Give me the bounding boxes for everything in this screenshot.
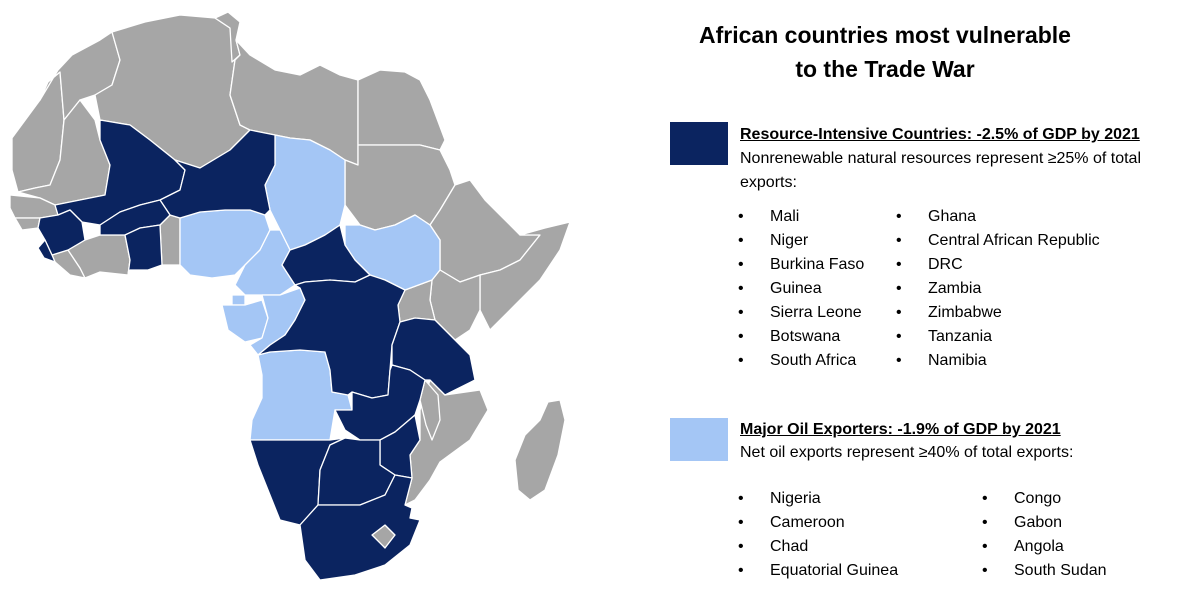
country-gabon [221,299,269,343]
list-item: Botswana [738,325,864,349]
list-item: Chad [738,535,898,559]
country-somalia [479,221,571,331]
list-item: DRC [896,253,1100,277]
list-item: Gabon [982,511,1107,535]
list-item: South Sudan [982,559,1107,583]
list-item: Burkina Faso [738,253,864,277]
country-list-oil-col1: NigeriaCameroonChadEquatorial Guinea [738,487,898,583]
list-item: South Africa [738,349,864,373]
list-item: Tanzania [896,325,1100,349]
legend-swatch-resource [670,122,728,165]
list-item: Nigeria [738,487,898,511]
country-niger [159,129,276,219]
title-line-2: to the Trade War [795,56,975,82]
country-list-resource-col1: MaliNigerBurkina FasoGuineaSierra LeoneB… [738,205,864,373]
country-egypt [357,69,446,151]
country-equatorial-guinea [231,294,246,306]
list-item: Niger [738,229,864,253]
list-item: Zambia [896,277,1100,301]
list-item: Cameroon [738,511,898,535]
country-sierra-leone [37,239,56,263]
title-line-1: African countries most vulnerable [699,22,1071,48]
list-item: Equatorial Guinea [738,559,898,583]
chart-title: African countries most vulnerable to the… [640,18,1130,86]
country-south-africa [299,474,421,581]
list-item: Namibia [896,349,1100,373]
country-list-oil-col2: CongoGabonAngolaSouth Sudan [982,487,1107,583]
list-item: Zimbabwe [896,301,1100,325]
legend-swatch-oil [670,418,728,461]
country-madagascar [514,399,566,501]
country-zambia [334,364,426,441]
legend-description-oil: Net oil exports represent ≥40% of total … [740,444,1074,461]
list-item: Mali [738,205,864,229]
country-ghana [124,224,163,276]
africa-map [9,11,571,581]
list-item: Central African Republic [896,229,1100,253]
list-item: Congo [982,487,1107,511]
legend-heading-oil: Major Oil Exporters: -1.9% of GDP by 202… [740,421,1061,438]
country-guinea-bissau [14,217,41,231]
list-item: Ghana [896,205,1100,229]
list-item: Angola [982,535,1107,559]
list-item: Guinea [738,277,864,301]
list-item: Sierra Leone [738,301,864,325]
country-list-resource-col2: GhanaCentral African RepublicDRCZambiaZi… [896,205,1100,373]
legend-heading-resource: Resource-Intensive Countries: -2.5% of G… [740,126,1140,143]
legend-description-resource: Nonrenewable natural resources represent… [740,150,1142,191]
